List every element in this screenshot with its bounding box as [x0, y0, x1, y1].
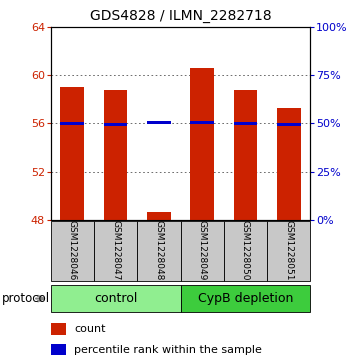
Text: GSM1228048: GSM1228048: [155, 220, 163, 280]
Bar: [104, 123, 127, 126]
Bar: [277, 123, 301, 126]
Bar: [94, 221, 137, 281]
Bar: [190, 68, 214, 220]
Bar: [267, 221, 310, 281]
Bar: [51, 323, 66, 335]
Bar: [190, 121, 214, 124]
Bar: [137, 221, 180, 281]
Bar: [224, 221, 267, 281]
Text: GSM1228047: GSM1228047: [111, 220, 120, 280]
Text: protocol: protocol: [2, 292, 50, 305]
Bar: [60, 122, 84, 125]
Bar: [51, 221, 94, 281]
Bar: [180, 221, 224, 281]
Text: GDS4828 / ILMN_2282718: GDS4828 / ILMN_2282718: [90, 9, 271, 23]
Bar: [147, 121, 171, 124]
Bar: [234, 122, 257, 125]
Bar: [277, 108, 301, 220]
Text: GSM1228051: GSM1228051: [284, 220, 293, 281]
Text: control: control: [94, 292, 137, 305]
Bar: [60, 87, 84, 220]
Text: percentile rank within the sample: percentile rank within the sample: [74, 345, 262, 355]
Bar: [51, 344, 66, 355]
Text: CypB depletion: CypB depletion: [198, 292, 293, 305]
Text: GSM1228046: GSM1228046: [68, 220, 77, 280]
Bar: [104, 90, 127, 220]
Bar: [147, 212, 171, 220]
Bar: [51, 285, 180, 312]
Text: GSM1228049: GSM1228049: [198, 220, 206, 280]
Text: count: count: [74, 324, 105, 334]
Bar: [234, 90, 257, 220]
Text: GSM1228050: GSM1228050: [241, 220, 250, 281]
Bar: [180, 285, 310, 312]
